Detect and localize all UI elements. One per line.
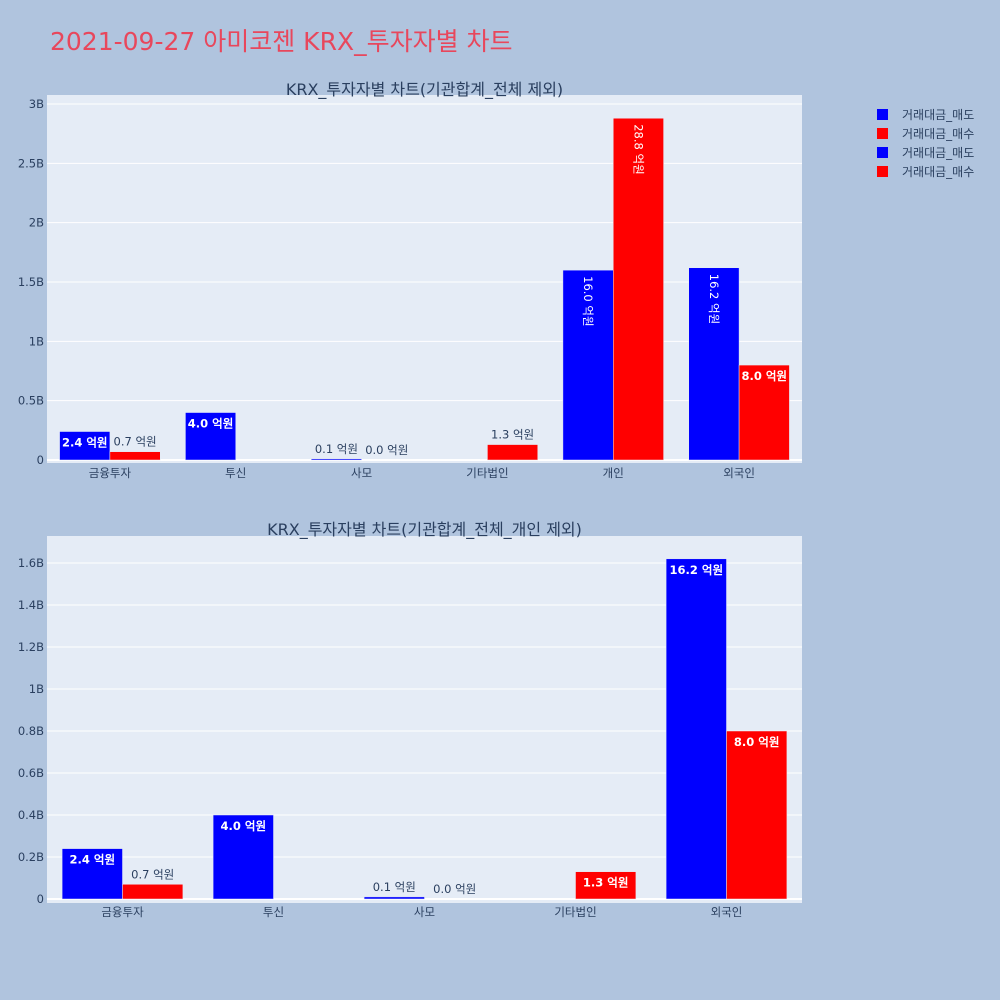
bar bbox=[726, 730, 788, 900]
x-tick-label: 기타법인 bbox=[554, 905, 596, 919]
data-label: 0.1 억원 bbox=[373, 880, 416, 894]
data-label: 4.0 억원 bbox=[221, 819, 267, 833]
y-tick-label: 1.4B bbox=[18, 598, 44, 612]
y-tick-label: 0.6B bbox=[18, 766, 44, 780]
y-tick-label: 2.5B bbox=[18, 156, 44, 170]
bar bbox=[109, 451, 161, 461]
data-label: 0.7 억원 bbox=[114, 435, 157, 449]
y-tick-label: 0.8B bbox=[18, 724, 44, 738]
data-label: 8.0 억원 bbox=[734, 735, 780, 749]
bar bbox=[311, 458, 362, 461]
legend-label[interactable]: 거래대금_매도 bbox=[902, 146, 974, 160]
x-tick-label: 개인 bbox=[603, 466, 624, 480]
data-label: 2.4 억원 bbox=[62, 436, 108, 450]
data-label: 1.3 억원 bbox=[583, 876, 629, 890]
x-tick-label: 외국인 bbox=[711, 905, 743, 919]
x-tick-label: 금융투자 bbox=[89, 466, 132, 480]
y-tick-label: 0.2B bbox=[18, 850, 44, 864]
y-tick-label: 0.4B bbox=[18, 808, 44, 822]
bar bbox=[122, 884, 184, 900]
page-title: 2021-09-27 아미코젠 KRX_투자자별 차트 bbox=[50, 27, 513, 56]
data-label: 2.4 억원 bbox=[70, 853, 116, 867]
bar bbox=[562, 269, 614, 461]
bar bbox=[613, 117, 664, 461]
data-label: 0.0 억원 bbox=[365, 443, 408, 457]
data-label: 16.2 억원 bbox=[670, 563, 724, 577]
legend-swatch[interactable] bbox=[877, 147, 888, 158]
data-label: 4.0 억원 bbox=[188, 417, 234, 431]
x-tick-label: 외국인 bbox=[723, 466, 755, 480]
x-tick-label: 금융투자 bbox=[101, 905, 144, 919]
bar bbox=[212, 814, 274, 900]
data-label: 16.0 억원 bbox=[581, 276, 595, 326]
chart-title: KRX_투자자별 차트(기관합계_전체_개인 제외) bbox=[267, 520, 582, 540]
data-label: 28.8 억원 bbox=[631, 124, 645, 174]
x-tick-label: 사모 bbox=[414, 905, 435, 919]
legend-swatch[interactable] bbox=[877, 166, 888, 177]
legend-swatch[interactable] bbox=[877, 128, 888, 139]
legend-label[interactable]: 거래대금_매수 bbox=[902, 127, 974, 141]
y-tick-label: 0.5B bbox=[18, 394, 44, 408]
chart-bottom: 0 0.2B 0.4B 0.6B 0.8B 1B 1.2B 1.4B 1.6B KRX_투자자별 … bbox=[18, 520, 802, 919]
y-tick-label: 3B bbox=[29, 97, 44, 111]
chart-top: 0 0.5B 1B 1.5B 2B 2.5B 3B KRX_투자자별 차트(기관합계_전체 제… bbox=[18, 80, 802, 480]
bar bbox=[363, 896, 425, 900]
bar bbox=[487, 444, 538, 461]
data-label: 0.1 억원 bbox=[315, 442, 358, 456]
bar bbox=[185, 412, 237, 461]
x-tick-label: 기타법인 bbox=[466, 466, 508, 480]
x-tick-label: 투신 bbox=[225, 466, 246, 480]
y-tick-label: 1B bbox=[29, 682, 44, 696]
y-tick-label: 0 bbox=[37, 453, 44, 467]
plot-area bbox=[47, 95, 802, 463]
y-tick-label: 1.6B bbox=[18, 556, 44, 570]
data-label: 1.3 억원 bbox=[491, 428, 534, 442]
bar bbox=[738, 364, 790, 461]
y-tick-label: 1.5B bbox=[18, 275, 44, 289]
bar bbox=[688, 267, 740, 461]
data-label: 0.7 억원 bbox=[131, 867, 174, 881]
bar bbox=[575, 871, 637, 900]
data-label: 16.2 억원 bbox=[707, 274, 721, 324]
data-label: 8.0 억원 bbox=[741, 369, 787, 383]
y-tick-label: 0 bbox=[37, 892, 44, 906]
chart-title: KRX_투자자별 차트(기관합계_전체 제외) bbox=[286, 80, 563, 100]
y-tick-label: 1B bbox=[29, 334, 44, 348]
data-label: 0.0 억원 bbox=[433, 882, 476, 896]
x-tick-label: 사모 bbox=[351, 466, 372, 480]
x-tick-label: 투신 bbox=[263, 905, 284, 919]
legend-label[interactable]: 거래대금_매수 bbox=[902, 165, 974, 179]
legend-label[interactable]: 거래대금_매도 bbox=[902, 108, 974, 122]
legend-swatch[interactable] bbox=[877, 109, 888, 120]
y-tick-label: 1.2B bbox=[18, 640, 44, 654]
y-tick-label: 2B bbox=[29, 216, 44, 230]
bar bbox=[61, 848, 123, 900]
bar bbox=[665, 558, 727, 900]
bar bbox=[59, 431, 111, 461]
